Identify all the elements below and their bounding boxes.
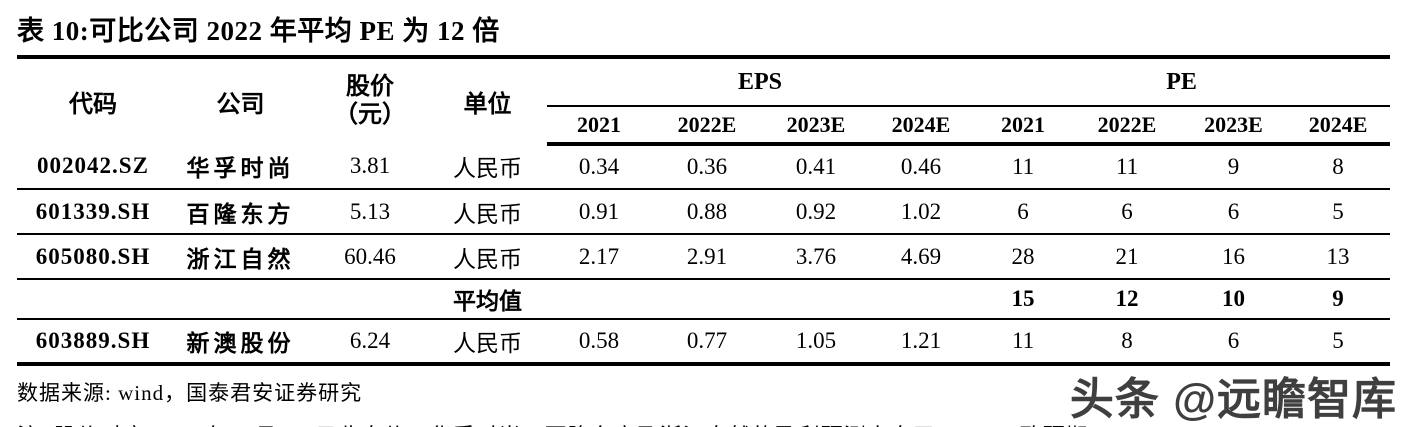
- company-cell: 华孚时尚: [186, 156, 295, 181]
- pe-value-cell: 21: [1073, 233, 1182, 279]
- average-label: 平均值: [428, 278, 547, 319]
- price-cell: 6.24: [312, 318, 428, 364]
- table-row: 605080.SH 浙江自然 60.46 人民币 2.17 2.91 3.76 …: [17, 233, 1391, 279]
- code-cell: 603889.SH: [17, 318, 169, 364]
- header-year-row: 2021 2022E 2023E 2024E 2021 2022E 2023E …: [17, 106, 1391, 146]
- header-unit: 单位: [463, 92, 512, 118]
- header-pe-2022e: 2022E: [1073, 106, 1182, 146]
- pe-value-cell: 11: [973, 318, 1074, 364]
- header-company: 公司: [216, 92, 265, 118]
- header-code: 代码: [69, 92, 117, 118]
- pe-average-cell: 15: [973, 278, 1074, 319]
- pe-value-cell: 16: [1181, 233, 1287, 279]
- empty-cell: [763, 278, 869, 319]
- header-eps-2021: 2021: [547, 106, 651, 146]
- table-title: 表 10:可比公司 2022 年平均 PE 为 12 倍: [17, 7, 1390, 59]
- eps-value-cell: 0.92: [763, 188, 869, 234]
- table-row: 601339.SH 百隆东方 5.13 人民币 0.91 0.88 0.92 1…: [17, 188, 1391, 234]
- pe-value-cell: 6: [1181, 188, 1287, 234]
- pe-average-cell: 9: [1286, 278, 1391, 319]
- unit-cell: 人民币: [428, 318, 547, 364]
- pe-value-cell: 8: [1332, 154, 1344, 179]
- pe-value-cell: 6: [1073, 188, 1182, 234]
- watermark: 头条 @远瞻智库: [1069, 375, 1397, 424]
- header-eps-2024e: 2024E: [869, 106, 974, 146]
- pe-value-cell: 11: [1011, 154, 1035, 179]
- eps-value-cell: 2.91: [651, 233, 763, 279]
- unit-cell: 人民币: [428, 188, 547, 234]
- pe-value-cell: 6: [973, 188, 1074, 234]
- pe-value-cell: 5: [1286, 188, 1391, 234]
- average-row: 平均值 15 12 10 9: [17, 278, 1391, 319]
- company-cell: 百隆东方: [169, 188, 312, 234]
- pe-value-cell: 5: [1286, 318, 1391, 364]
- eps-value-cell: 0.41: [795, 154, 837, 179]
- header-price-line1: 股价: [346, 73, 394, 100]
- header-eps-group: EPS: [547, 59, 974, 107]
- header-eps-2023e: 2023E: [763, 106, 869, 146]
- price-cell: 3.81: [349, 153, 391, 178]
- footnote: 注: 股价对应 2022 年 6 月 24 日收盘价，华孚时尚、百隆东方及浙江自…: [17, 419, 1390, 427]
- header-pe-2024e: 2024E: [1286, 106, 1391, 146]
- eps-value-cell: 0.34: [578, 154, 620, 179]
- pe-average-cell: 10: [1181, 278, 1287, 319]
- unit-cell: 人民币: [428, 233, 547, 279]
- pe-value-cell: 9: [1227, 154, 1240, 179]
- pe-value-cell: 28: [973, 233, 1074, 279]
- price-cell: 60.46: [312, 233, 428, 279]
- empty-cell: [312, 278, 428, 319]
- code-cell: 002042.SZ: [37, 153, 149, 178]
- header-pe-group: PE: [973, 59, 1391, 107]
- eps-value-cell: 0.58: [547, 318, 651, 364]
- header-pe-2021: 2021: [973, 106, 1074, 146]
- eps-value-cell: 0.46: [900, 154, 942, 179]
- empty-cell: [17, 278, 169, 319]
- table-row: 603889.SH 新澳股份 6.24 人民币 0.58 0.77 1.05 1…: [17, 318, 1391, 364]
- eps-value-cell: 4.69: [869, 233, 974, 279]
- company-cell: 新澳股份: [169, 318, 312, 364]
- pe-value-cell: 11: [1115, 154, 1139, 179]
- empty-cell: [651, 278, 763, 319]
- eps-value-cell: 0.77: [651, 318, 763, 364]
- eps-value-cell: 1.21: [869, 318, 974, 364]
- eps-value-cell: 0.88: [651, 188, 763, 234]
- pe-average-cell: 12: [1073, 278, 1182, 319]
- data-source: 数据来源: wind，国泰君安证券研究: [17, 381, 363, 405]
- pe-value-cell: 6: [1181, 318, 1287, 364]
- company-cell: 浙江自然: [169, 233, 312, 279]
- unit-cell: 人民币: [453, 156, 522, 181]
- header-pe-2023e: 2023E: [1181, 106, 1287, 146]
- eps-value-cell: 1.02: [869, 188, 974, 234]
- eps-value-cell: 2.17: [547, 233, 651, 279]
- empty-cell: [547, 278, 651, 319]
- empty-cell: [169, 278, 312, 319]
- pe-value-cell: 8: [1073, 318, 1182, 364]
- header-price-line2: （元）: [334, 101, 406, 128]
- eps-value-cell: 0.36: [686, 154, 728, 179]
- eps-value-cell: 1.05: [763, 318, 869, 364]
- price-cell: 5.13: [312, 188, 428, 234]
- eps-value-cell: 3.76: [763, 233, 869, 279]
- empty-cell: [869, 278, 974, 319]
- header-eps-2022e: 2022E: [651, 106, 763, 146]
- code-cell: 601339.SH: [17, 188, 169, 234]
- table-row: 002042.SZ 华孚时尚 3.81 人民币 0.34 0.36 0.41 0…: [17, 144, 1390, 189]
- code-cell: 605080.SH: [17, 233, 169, 279]
- comparison-table: 代码 公司 股价 （元） 单位 EPS PE 2021 2022E 2023E …: [17, 59, 1391, 366]
- header-price: 股价 （元）: [312, 59, 428, 144]
- pe-value-cell: 13: [1286, 233, 1391, 279]
- eps-value-cell: 0.91: [547, 188, 651, 234]
- header-group-row: 代码 公司 股价 （元） 单位 EPS PE: [17, 59, 1391, 128]
